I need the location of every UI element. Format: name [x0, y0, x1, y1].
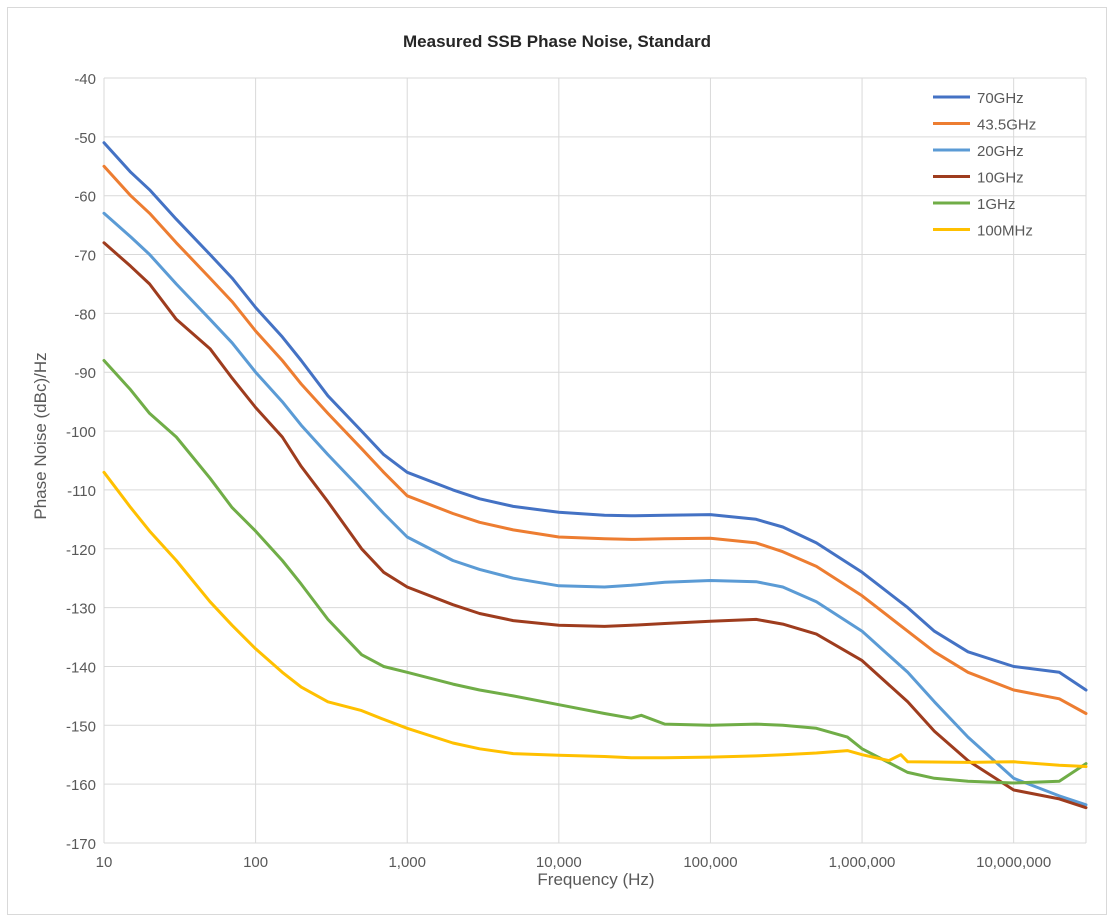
- y-tick-label: -60: [74, 189, 96, 206]
- y-tick-label: -100: [66, 424, 96, 441]
- legend-label: 20GHz: [977, 143, 1024, 160]
- tick-labels: -40 -50 -60 -70 -80 -90 -100 -110 -120 -130 -140 -1…: [66, 71, 1051, 871]
- series-line-20ghz: [102, 211, 1088, 807]
- legend-label: 70GHz: [977, 90, 1024, 107]
- y-tick-label: -110: [67, 483, 96, 500]
- y-tick-label: -70: [74, 248, 96, 265]
- y-tick-label: -130: [66, 601, 96, 618]
- y-tick-label: -40: [74, 71, 96, 88]
- x-tick-label: 100,000: [683, 854, 737, 871]
- x-tick-label: 1,000: [388, 854, 426, 871]
- chart-frame: [7, 7, 1107, 915]
- series-line-10ghz: [102, 241, 1088, 810]
- y-tick-label: -150: [66, 718, 96, 735]
- x-axis-title: Frequency (Hz): [537, 870, 654, 889]
- x-tick-label: 10,000: [536, 854, 582, 871]
- y-tick-label: -90: [74, 365, 96, 382]
- y-tick-label: -160: [66, 777, 96, 794]
- legend-label: 1GHz: [977, 196, 1015, 213]
- x-tick-label: 10,000,000: [976, 854, 1051, 871]
- y-tick-label: -80: [74, 306, 96, 323]
- y-axis-title: Phase Noise (dBc)/Hz: [31, 352, 50, 519]
- series-lines: [102, 141, 1088, 810]
- legend: 70GHz 43.5GHz 20GHz 10GHz 1GHz 100MHz: [933, 90, 1036, 240]
- chart-title: Measured SSB Phase Noise, Standard: [403, 32, 711, 51]
- series-line-70ghz: [102, 141, 1088, 692]
- series-line-1ghz: [102, 359, 1088, 785]
- x-tick-label: 100: [243, 854, 268, 871]
- grid: [103, 77, 1087, 844]
- y-tick-label: -140: [66, 659, 96, 676]
- series-line-43-5ghz: [102, 164, 1088, 715]
- x-tick-label: 1,000,000: [829, 854, 896, 871]
- y-tick-label: -50: [74, 130, 96, 147]
- y-tick-label: -120: [66, 542, 96, 559]
- legend-label: 10GHz: [977, 170, 1024, 187]
- series-line-100mhz: [102, 470, 1088, 768]
- legend-label: 100MHz: [977, 223, 1033, 240]
- y-tick-label: -170: [66, 836, 96, 853]
- legend-label: 43.5GHz: [977, 117, 1036, 134]
- x-tick-label: 10: [96, 854, 113, 871]
